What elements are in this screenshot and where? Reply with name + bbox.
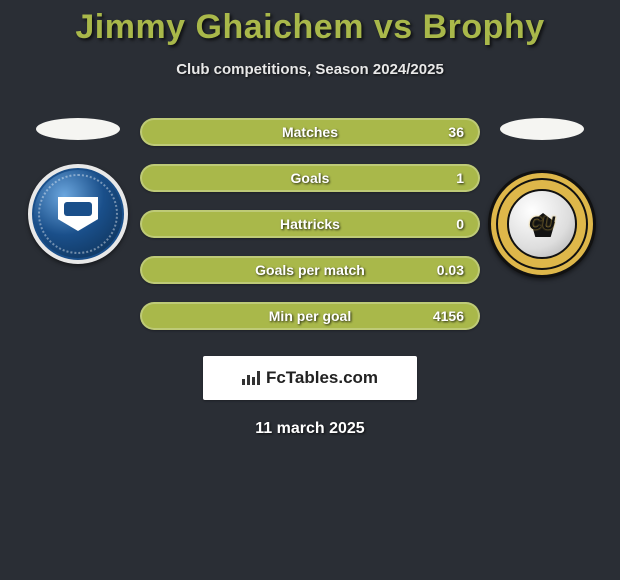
team-badge-left	[28, 164, 128, 264]
player-photo-placeholder-left	[36, 118, 120, 140]
stat-bars: Matches 36 Goals 1 Hattricks 0 Goals per…	[140, 118, 480, 330]
stat-value-right: 0	[456, 216, 464, 232]
team-badge-right-text: CU	[529, 214, 555, 235]
stat-row-matches: Matches 36	[140, 118, 480, 146]
comparison-subtitle: Club competitions, Season 2024/2025	[0, 61, 620, 78]
player-photo-placeholder-right	[500, 118, 584, 140]
stat-row-hattricks: Hattricks 0	[140, 210, 480, 238]
stat-label: Hattricks	[280, 216, 340, 232]
stat-value-right: 1	[456, 170, 464, 186]
right-player-column: CU	[492, 118, 592, 278]
stat-row-goals: Goals 1	[140, 164, 480, 192]
stats-area: Matches 36 Goals 1 Hattricks 0 Goals per…	[0, 118, 620, 330]
shield-icon	[58, 197, 98, 231]
stat-value-right: 0.03	[437, 262, 464, 278]
source-badge: FcTables.com	[203, 356, 417, 400]
stat-label: Goals	[291, 170, 330, 186]
stat-value-right: 4156	[433, 308, 464, 324]
comparison-title: Jimmy Ghaichem vs Brophy	[0, 8, 620, 47]
source-brand-text: FcTables.com	[266, 368, 378, 388]
snapshot-date: 11 march 2025	[0, 420, 620, 438]
team-badge-right: CU	[488, 170, 596, 278]
stat-label: Goals per match	[255, 262, 365, 278]
stat-row-min-per-goal: Min per goal 4156	[140, 302, 480, 330]
left-player-column	[28, 118, 128, 264]
stat-label: Matches	[282, 124, 338, 140]
stat-row-goals-per-match: Goals per match 0.03	[140, 256, 480, 284]
stat-label: Min per goal	[269, 308, 351, 324]
stat-value-right: 36	[448, 124, 464, 140]
bar-chart-icon	[242, 371, 260, 385]
